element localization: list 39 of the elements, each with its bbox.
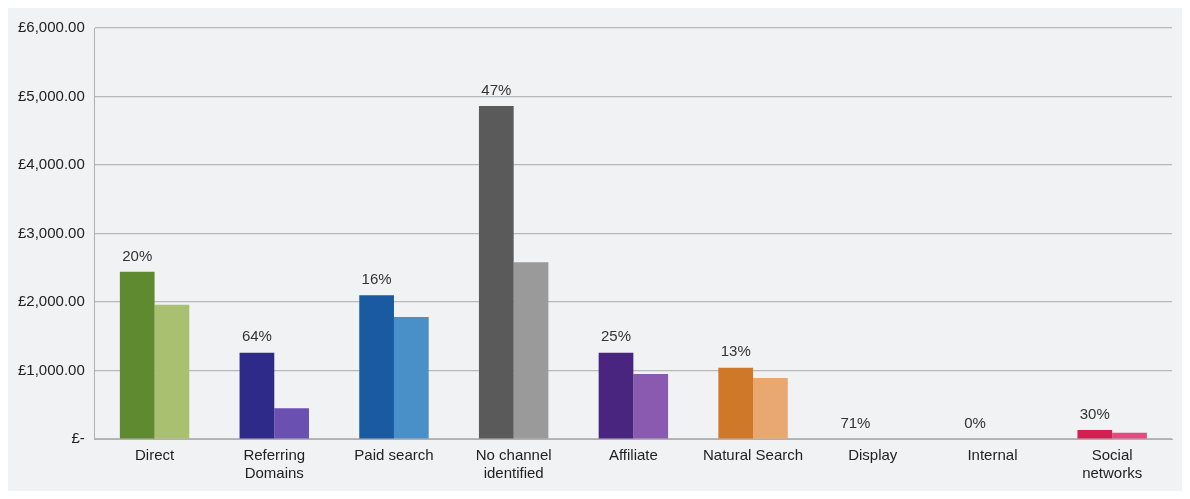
x-tick-label: Display [848,446,898,464]
x-tick-label: Natural Search [703,446,804,464]
bar [753,378,788,439]
bar [513,262,549,439]
y-tick-label: £2,000.00 [18,292,85,310]
bar [718,367,754,439]
annotation: 71% [840,413,871,431]
annotation: 20% [122,246,153,264]
annotation: 47% [481,80,512,98]
annotation: 64% [241,327,272,345]
y-tick-label: £4,000.00 [18,155,85,173]
annotation: 16% [361,269,392,287]
bar [1077,430,1113,439]
x-tick-label: No channel identified [475,446,552,482]
bar [119,271,155,439]
bar [598,352,634,439]
x-tick-label: Referring Domains [243,446,306,482]
annotation: 25% [600,327,632,345]
bar [478,106,514,439]
annotation: 13% [720,342,751,360]
x-tick-label: Affiliate [608,446,658,464]
x-tick-label: Paid search [354,446,434,464]
y-tick-label: £1,000.00 [18,360,85,378]
bar [239,352,275,439]
x-tick-label: Internal [967,446,1018,464]
y-tick-label: £5,000.00 [18,86,85,104]
annotation: 30% [1079,404,1110,422]
y-tick-label: £- [71,429,85,447]
bar [154,304,190,439]
x-tick-label: Direct [134,446,175,464]
bar [393,317,429,439]
annotation: 0% [964,413,986,431]
bar [1112,432,1147,439]
bar [633,373,669,439]
bar [359,295,394,439]
y-tick-label: £6,000.00 [18,18,85,36]
y-tick-label: £3,000.00 [18,223,85,241]
x-tick-label: Social networks [1082,446,1143,482]
bar [274,408,309,439]
